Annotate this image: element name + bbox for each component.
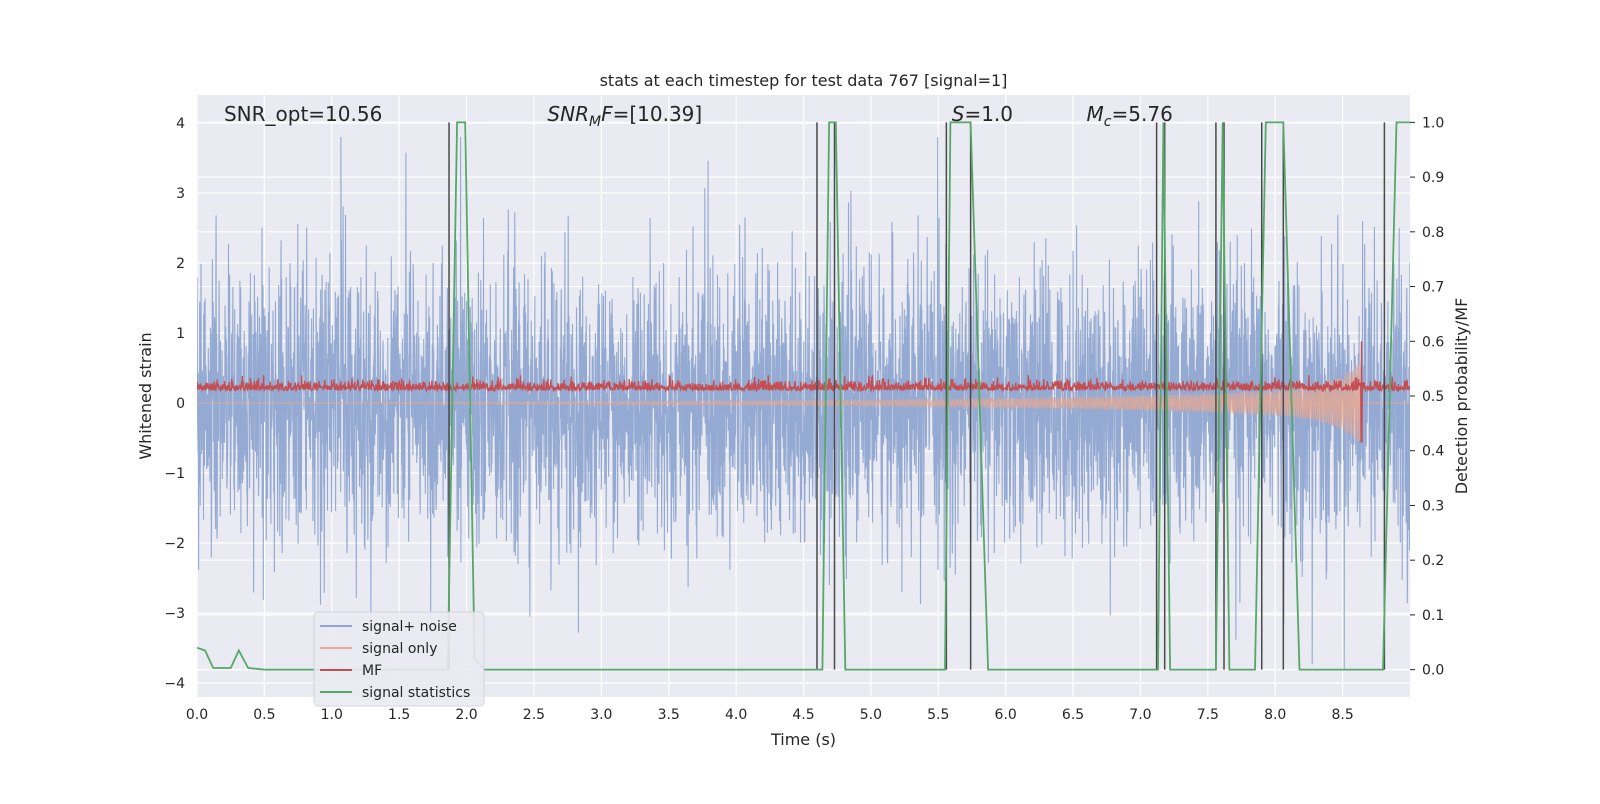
x-tick-label: 8.5 [1331,707,1353,723]
y-tick-label-right: 0.0 [1422,663,1444,679]
legend-label: signal+ noise [362,619,457,635]
y-axis-label-right: Detection probability/MF [1452,298,1471,495]
y-tick-label-left: −4 [164,676,185,692]
series-signal-statistics [197,121,1410,671]
annotation-text: Mc=5.76 [1087,102,1173,130]
y-tick-label-left: −1 [164,466,185,482]
series-signal-noise [197,136,1410,670]
y-tick-label-right: 0.2 [1422,553,1444,569]
legend-label: signal statistics [362,685,470,701]
plot-layer [197,121,1410,671]
tick-labels: 0.0 0.5 1.0 1.5 2.0 2.5 3.0 3.5 4.0 4.5 5.0 5.5 6.0 6… [164,115,1444,723]
y-tick-label-right: 0.9 [1422,170,1444,186]
x-tick-label: 5.0 [860,707,882,723]
x-tick-label: 2.0 [455,707,477,723]
y-tick-label-left: −2 [164,536,185,552]
annotation-text: SNR_opt=10.56 [224,102,382,126]
y-tick-label-left: 4 [176,116,185,132]
series-mf [197,341,1410,443]
y-tick-label-right: 0.3 [1422,498,1444,514]
y-tick-label-left: 0 [176,396,185,412]
y-tick-label-left: 1 [176,326,185,342]
y-tick-label-right: 1.0 [1422,115,1444,131]
x-tick-label: 3.5 [658,707,680,723]
y-tick-label-right: 0.6 [1422,334,1444,350]
y-tick-label-right: 0.4 [1422,444,1444,460]
annotation-text: SNRMF=[10.39] [547,102,702,130]
series-signal-only [197,364,1410,442]
x-tick-label: 3.0 [590,707,612,723]
x-tick-label: 1.5 [388,707,410,723]
y-tick-label-left: −3 [164,606,185,622]
legend: signal+ noise signal only MF signal statist… [313,611,485,707]
x-tick-label: 4.5 [792,707,814,723]
y-tick-label-right: 0.8 [1422,225,1444,241]
y-tick-label-left: 3 [176,186,185,202]
y-tick-label-left: 2 [176,256,185,272]
chart-title: stats at each timestep for test data 767… [600,71,1008,90]
annotation-text: S=1.0 [952,102,1013,126]
x-tick-label: 4.0 [725,707,747,723]
legend-box [313,611,485,707]
legend-label: MF [362,663,382,679]
x-tick-label: 0.5 [253,707,275,723]
annotations: SNR_opt=10.56 SNRMF=[10.39] S=1.0 Mc=5.76 [224,102,1173,130]
y-axis-label-left: Whitened strain [136,332,155,459]
x-tick-label: 0.0 [186,707,208,723]
y-tick-label-right: 0.7 [1422,280,1444,296]
legend-label: signal only [362,641,437,657]
x-tick-label: 7.5 [1197,707,1219,723]
x-tick-label: 6.5 [1062,707,1084,723]
x-tick-label: 8.0 [1264,707,1286,723]
y-tick-label-right: 0.1 [1422,608,1444,624]
x-tick-label: 7.0 [1129,707,1151,723]
x-tick-label: 2.5 [523,707,545,723]
x-tick-label: 6.0 [995,707,1017,723]
x-tick-label: 1.0 [321,707,343,723]
x-tick-label: 5.5 [927,707,949,723]
y-tick-label-right: 0.5 [1422,389,1444,405]
x-axis-label: Time (s) [770,730,836,749]
